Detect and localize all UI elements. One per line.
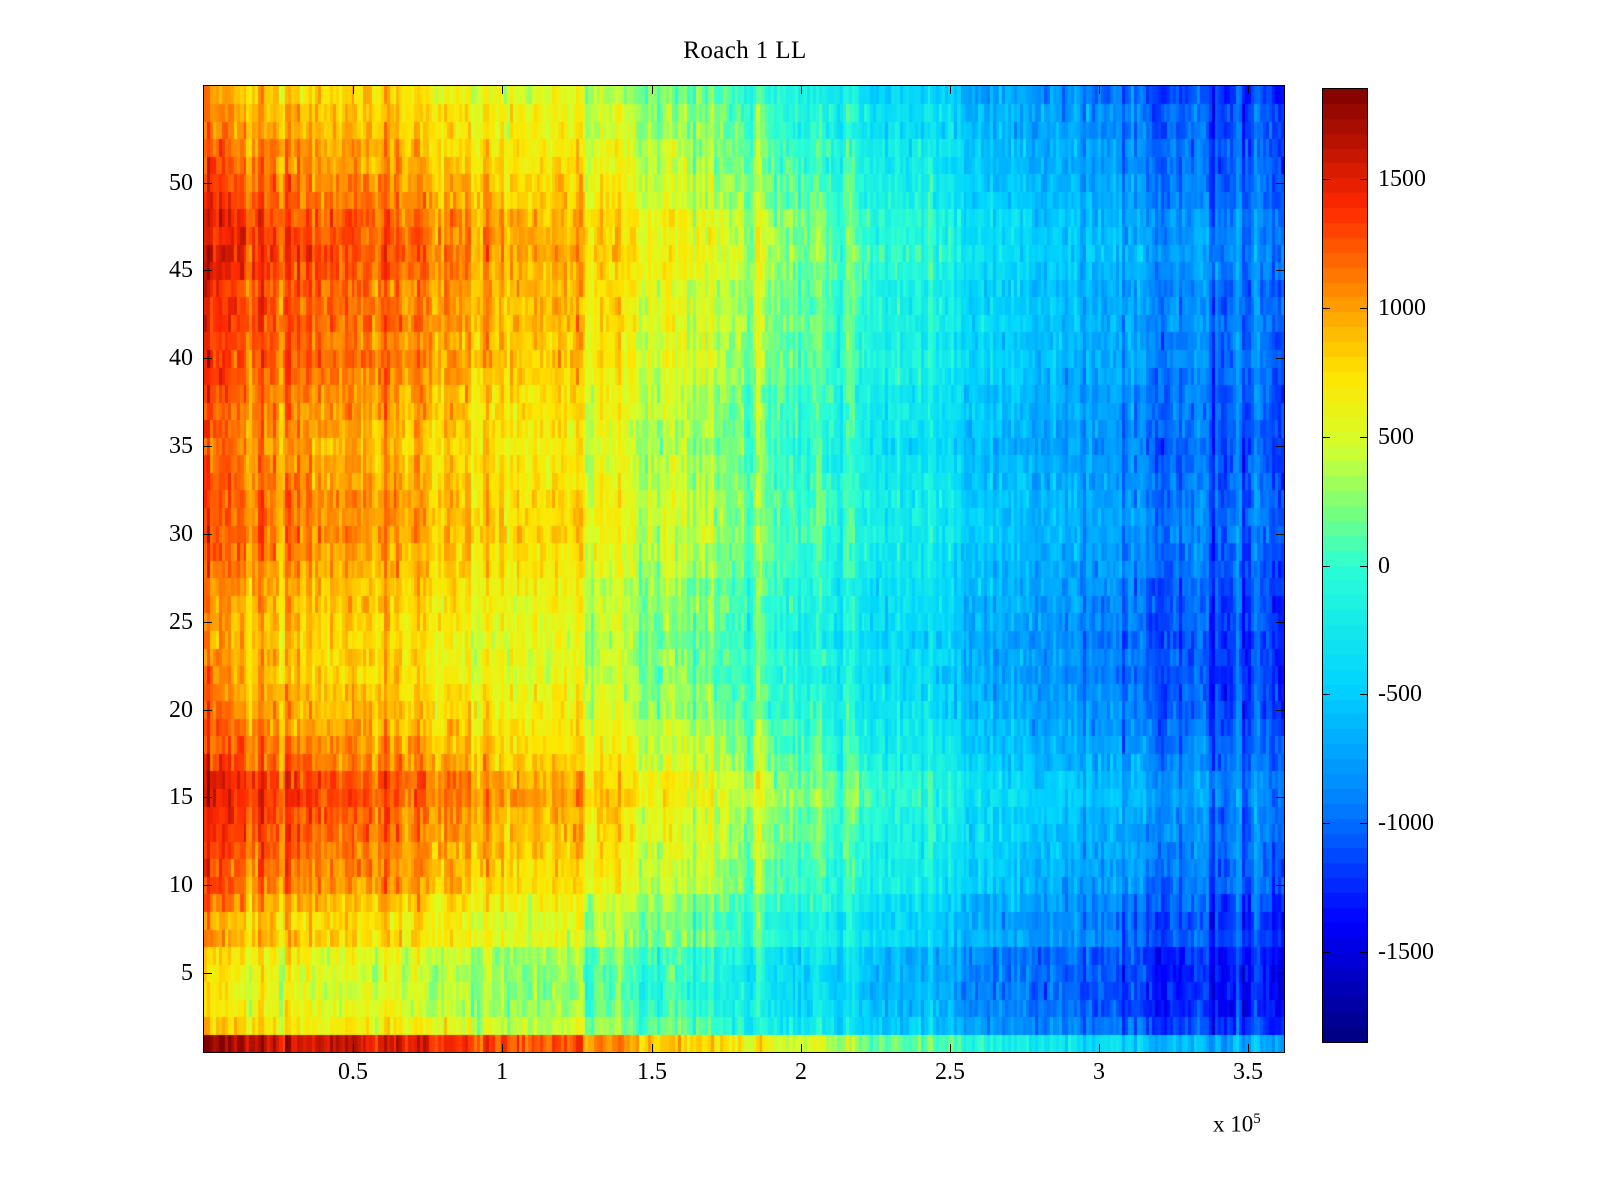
y-axis-tick-right-45 bbox=[1276, 270, 1285, 271]
colorbar-tick--500 bbox=[1322, 694, 1330, 695]
y-axis-tick-40 bbox=[203, 358, 212, 359]
y-axis-tick-label: 30 bbox=[169, 521, 193, 547]
x-axis-tick-label: 3 bbox=[1093, 1059, 1105, 1085]
y-axis-tick-right-10 bbox=[1276, 885, 1285, 886]
y-axis-tick-label: 10 bbox=[169, 872, 193, 898]
y-axis-tick-35 bbox=[203, 446, 212, 447]
colorbar-tick-label: -1000 bbox=[1378, 810, 1434, 836]
y-axis-tick-right-15 bbox=[1276, 797, 1285, 798]
x-axis-tick-label: 2.5 bbox=[935, 1059, 965, 1085]
x-axis-tick-label: 2 bbox=[795, 1059, 807, 1085]
y-axis-tick-right-25 bbox=[1276, 622, 1285, 623]
y-axis-tick-label: 15 bbox=[169, 784, 193, 810]
x-axis-tick-label: 0.5 bbox=[338, 1059, 368, 1085]
y-axis-tick-right-5 bbox=[1276, 973, 1285, 974]
colorbar-tick-right-500 bbox=[1360, 437, 1368, 438]
y-axis-tick-right-20 bbox=[1276, 710, 1285, 711]
x-axis-tick-1 bbox=[502, 1044, 503, 1053]
colorbar[interactable] bbox=[1322, 88, 1368, 1043]
x-axis-exponent-base: x 10 bbox=[1213, 1111, 1254, 1137]
x-axis-tick-top-3.5 bbox=[1248, 85, 1249, 94]
colorbar-tick-label: 0 bbox=[1378, 553, 1390, 579]
x-axis-tick-2.5 bbox=[950, 1044, 951, 1053]
y-axis-tick-label: 35 bbox=[169, 433, 193, 459]
colorbar-tick-500 bbox=[1322, 437, 1330, 438]
x-axis-tick-3 bbox=[1099, 1044, 1100, 1053]
colorbar-tick-right--1000 bbox=[1360, 823, 1368, 824]
x-axis-tick-top-2 bbox=[801, 85, 802, 94]
colorbar-tick-1500 bbox=[1322, 179, 1330, 180]
colorbar-tick-right--1500 bbox=[1360, 952, 1368, 953]
y-axis-tick-30 bbox=[203, 534, 212, 535]
plot-axes[interactable] bbox=[203, 85, 1285, 1053]
y-axis-tick-20 bbox=[203, 710, 212, 711]
colorbar-tick-label: 1000 bbox=[1378, 295, 1426, 321]
x-axis-tick-top-0.5 bbox=[353, 85, 354, 94]
colorbar-tick-label: -1500 bbox=[1378, 939, 1434, 965]
colorbar-tick-right-1500 bbox=[1360, 179, 1368, 180]
x-axis-tick-1.5 bbox=[652, 1044, 653, 1053]
x-axis-tick-label: 1.5 bbox=[637, 1059, 667, 1085]
colorbar-tick-1000 bbox=[1322, 308, 1330, 309]
y-axis-tick-label: 50 bbox=[169, 170, 193, 196]
y-axis-tick-right-40 bbox=[1276, 358, 1285, 359]
y-axis-tick-right-35 bbox=[1276, 446, 1285, 447]
x-axis-tick-top-1 bbox=[502, 85, 503, 94]
colorbar-tick-right-1000 bbox=[1360, 308, 1368, 309]
x-axis-tick-top-1.5 bbox=[652, 85, 653, 94]
colorbar-gradient bbox=[1323, 89, 1367, 1042]
colorbar-tick--1500 bbox=[1322, 952, 1330, 953]
colorbar-tick-right-0 bbox=[1360, 566, 1368, 567]
y-axis-tick-15 bbox=[203, 797, 212, 798]
x-axis-tick-0.5 bbox=[353, 1044, 354, 1053]
colorbar-tick-label: -500 bbox=[1378, 681, 1422, 707]
x-axis-tick-label: 3.5 bbox=[1233, 1059, 1263, 1085]
y-axis-tick-label: 25 bbox=[169, 609, 193, 635]
chart-title: Roach 1 LL bbox=[683, 37, 807, 64]
y-axis-tick-50 bbox=[203, 183, 212, 184]
heatmap-image bbox=[204, 86, 1284, 1052]
y-axis-tick-label: 40 bbox=[169, 345, 193, 371]
y-axis-tick-label: 5 bbox=[181, 960, 193, 986]
y-axis-tick-10 bbox=[203, 885, 212, 886]
y-axis-tick-25 bbox=[203, 622, 212, 623]
x-axis-tick-label: 1 bbox=[496, 1059, 508, 1085]
colorbar-tick-label: 1500 bbox=[1378, 166, 1426, 192]
colorbar-tick--1000 bbox=[1322, 823, 1330, 824]
colorbar-tick-0 bbox=[1322, 566, 1330, 567]
x-axis-exponent-power: 5 bbox=[1253, 1111, 1261, 1127]
y-axis-tick-right-50 bbox=[1276, 183, 1285, 184]
y-axis-tick-label: 20 bbox=[169, 697, 193, 723]
x-axis-exponent-label: x 105 bbox=[1213, 1106, 1261, 1138]
colorbar-tick-label: 500 bbox=[1378, 424, 1414, 450]
x-axis-tick-3.5 bbox=[1248, 1044, 1249, 1053]
y-axis-tick-5 bbox=[203, 973, 212, 974]
y-axis-tick-label: 45 bbox=[169, 257, 193, 283]
x-axis-tick-top-2.5 bbox=[950, 85, 951, 94]
x-axis-tick-2 bbox=[801, 1044, 802, 1053]
y-axis-tick-right-30 bbox=[1276, 534, 1285, 535]
y-axis-tick-45 bbox=[203, 270, 212, 271]
colorbar-tick-right--500 bbox=[1360, 694, 1368, 695]
x-axis-tick-top-3 bbox=[1099, 85, 1100, 94]
